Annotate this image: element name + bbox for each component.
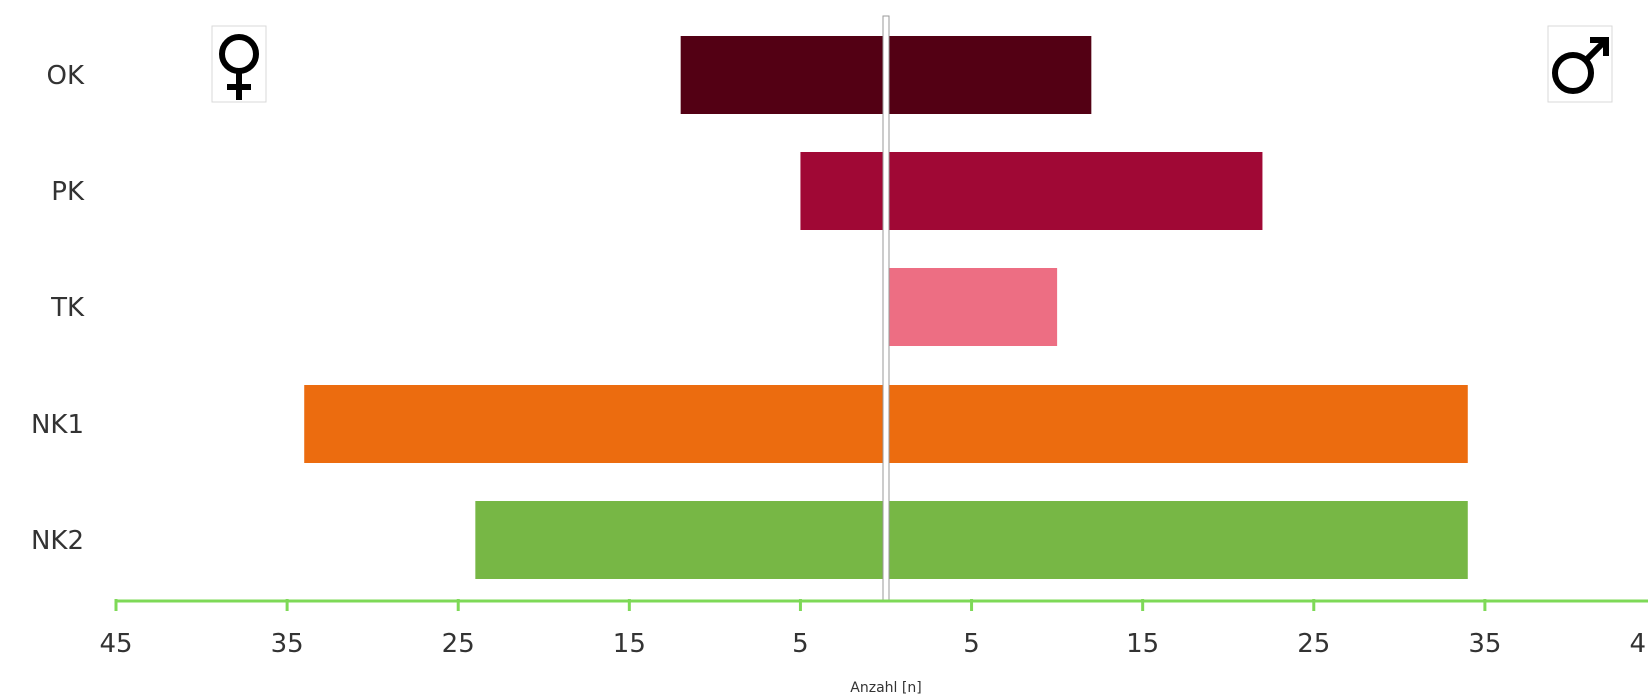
- bar-right-tk: [886, 268, 1058, 346]
- bar-left-ok: [680, 36, 886, 114]
- category-label-tk: TK: [50, 293, 85, 323]
- bar-left-pk: [800, 152, 886, 230]
- category-label-ok: OK: [46, 61, 84, 91]
- bars-group: [304, 15, 1468, 602]
- x-tick-label: 15: [613, 629, 646, 659]
- bar-left-nk2: [475, 501, 886, 579]
- x-tick-label: 25: [442, 629, 475, 659]
- center-divider: [882, 15, 890, 602]
- male-symbol-icon: [1547, 25, 1613, 103]
- x-axis: 45 35 25 15 5 5 15 25 35 4: [99, 599, 1648, 659]
- bar-left-nk1: [304, 385, 886, 463]
- x-tick-label: 15: [1126, 629, 1159, 659]
- category-label-nk2: NK2: [31, 526, 84, 556]
- bar-right-nk1: [886, 385, 1468, 463]
- bar-right-pk: [886, 152, 1263, 230]
- female-symbol-icon: [211, 25, 267, 103]
- bar-right-ok: [886, 36, 1092, 114]
- category-labels: OK PK TK NK1 NK2: [31, 61, 85, 556]
- bar-right-nk2: [886, 501, 1468, 579]
- category-label-pk: PK: [51, 177, 85, 207]
- x-tick-label: 25: [1297, 629, 1330, 659]
- x-tick-label: 5: [963, 629, 980, 659]
- category-label-nk1: NK1: [31, 410, 84, 440]
- x-tick-label: 35: [1468, 629, 1501, 659]
- x-axis-title: Anzahl [n]: [850, 680, 921, 696]
- x-tick-label: 45: [99, 629, 132, 659]
- x-tick-label: 4: [1629, 629, 1646, 659]
- x-tick-label: 35: [271, 629, 304, 659]
- x-tick-label: 5: [792, 629, 809, 659]
